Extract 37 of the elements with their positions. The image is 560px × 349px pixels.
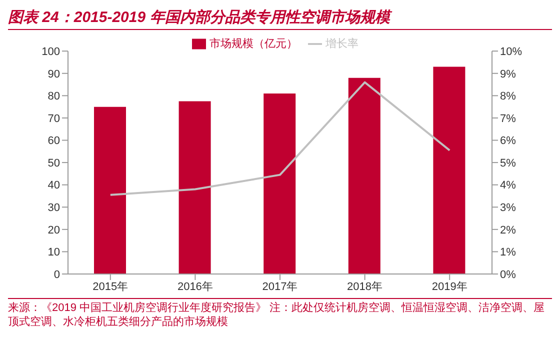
x-tick-label: 2015年 [92, 280, 128, 293]
bar [264, 93, 296, 274]
y2-tick-label: 4% [500, 180, 516, 192]
y-tick-label: 10 [48, 246, 60, 259]
y-tick-label: 30 [48, 202, 60, 214]
y-tick-label: 70 [48, 112, 60, 125]
y-tick-label: 80 [48, 90, 60, 103]
y2-tick-label: 2% [500, 224, 516, 236]
x-tick-label: 2016年 [177, 280, 213, 293]
y2-tick-label: 7% [500, 112, 516, 125]
line-series [109, 81, 451, 196]
chart-title: 图表 24：2015-2019 年国内部分品类专用性空调市场规模 [8, 8, 552, 30]
y2-tick-label: 0% [500, 268, 516, 281]
bar [94, 106, 126, 274]
y2-tick-label: 3% [500, 202, 516, 214]
y2-tick-label: 10% [500, 46, 522, 58]
y-tick-label: 60 [48, 135, 60, 148]
bar [348, 78, 380, 274]
y2-tick-label: 6% [500, 135, 516, 148]
y-tick-label: 20 [48, 224, 60, 236]
bar [178, 101, 211, 274]
y2-tick-label: 1% [500, 246, 516, 259]
source-note: 来源：《2019 中国工业机房空调行业年度研究报告》 注：此处仅统计机房空调、恒温恒湿空调、洁净空调、屋顶式空调、水冷柜机五类细分产品的市场规模 [8, 301, 552, 329]
x-tick-label: 2018年 [347, 280, 383, 293]
legend-label: 增长率 [326, 38, 358, 50]
y-tick-label: 50 [48, 157, 60, 170]
y-tick-label: 100 [42, 46, 60, 58]
y-tick-label: 90 [48, 68, 60, 80]
y-tick-label: 40 [48, 180, 60, 192]
y2-tick-label: 8% [500, 90, 516, 103]
x-tick-label: 2017年 [262, 280, 298, 293]
y2-tick-label: 9% [500, 68, 516, 80]
x-tick-label: 2019年 [432, 280, 468, 293]
bar [433, 66, 466, 274]
y-tick-label: 0 [54, 268, 60, 281]
y2-tick-label: 5% [500, 157, 516, 170]
legend-label: 市场规模（亿元） [210, 38, 298, 50]
